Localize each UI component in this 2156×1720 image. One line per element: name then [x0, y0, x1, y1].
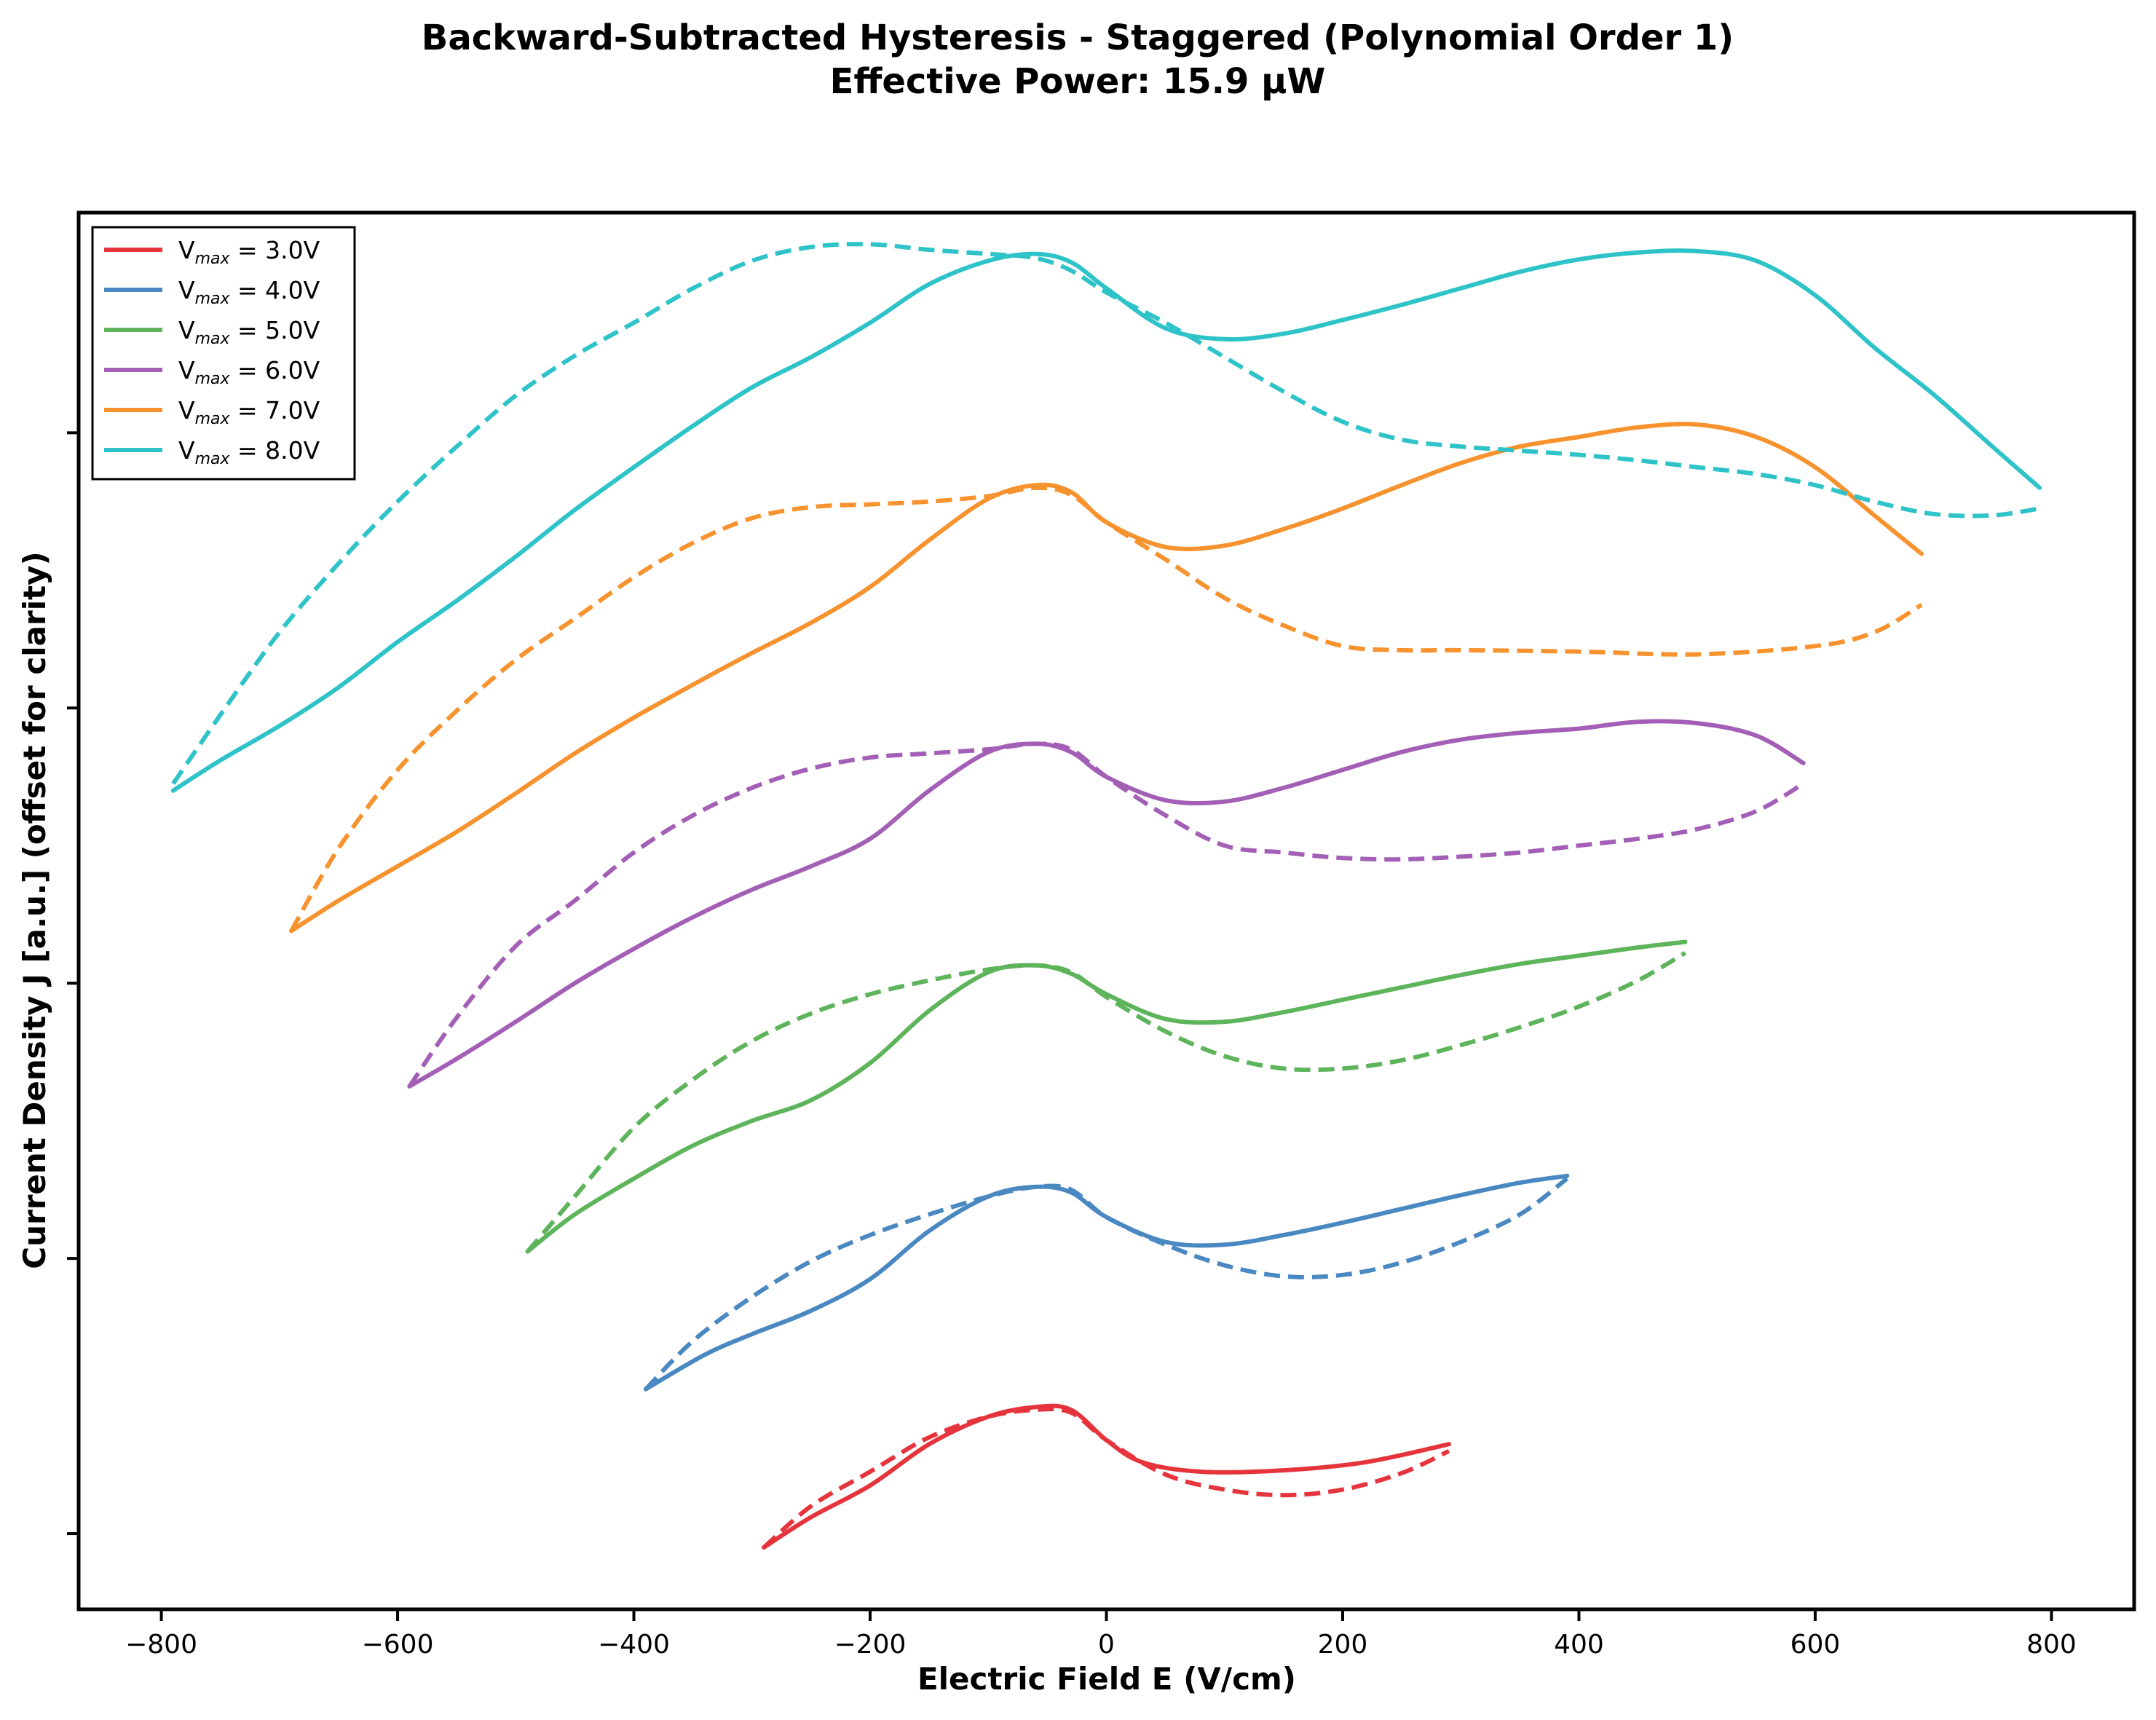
- x-tick-label: −200: [834, 1630, 907, 1660]
- x-tick-label: 0: [1098, 1630, 1115, 1660]
- legend-box: [91, 226, 356, 481]
- x-tick-label: −800: [125, 1630, 197, 1660]
- series-3-forward-line: [525, 939, 1688, 1254]
- x-tick-label: 200: [1318, 1630, 1368, 1660]
- x-tick-label: 400: [1554, 1630, 1604, 1660]
- legend-label: Vmax = 5.0V: [178, 316, 320, 348]
- x-tick-label: −400: [598, 1630, 670, 1660]
- legend-label: Vmax = 6.0V: [178, 356, 320, 388]
- series-5-forward-line: [289, 422, 1924, 934]
- x-axis-label: Electric Field E (V/cm): [917, 1661, 1296, 1697]
- legend-label: Vmax = 3.0V: [178, 236, 320, 268]
- chart-subtitle: Effective Power: 15.9 µW: [830, 61, 1326, 102]
- legend: Vmax = 3.0V Vmax = 4.0V Vmax = 5.0V Vmax = …: [91, 226, 356, 481]
- series-6-backward-line: [171, 242, 2040, 785]
- plot-lines: [170, 242, 2042, 1550]
- series-5-backward-line: [289, 485, 1923, 932]
- series-2-backward-line: [644, 1177, 1569, 1391]
- legend-label: Vmax = 8.0V: [178, 436, 320, 468]
- series-4-forward-line: [407, 719, 1806, 1089]
- y-axis: [67, 431, 79, 1536]
- plot-frame: [76, 210, 2136, 1611]
- x-tick-label: −600: [362, 1630, 434, 1660]
- chart-title: Backward-Subtracted Hysteresis - Stagger…: [422, 17, 1734, 58]
- series-6-forward-line: [170, 248, 2042, 793]
- series-1-forward-line: [762, 1403, 1451, 1550]
- series-4-backward-line: [407, 741, 1805, 1088]
- series-1-backward-line: [762, 1406, 1450, 1550]
- legend-label: Vmax = 7.0V: [178, 396, 320, 428]
- series-2-forward-line: [643, 1173, 1570, 1392]
- series-3-backward-line: [526, 951, 1687, 1253]
- x-axis: −800 −600 −400 −200 0 200 400 600 800: [125, 1609, 2077, 1660]
- x-tick-label: 800: [2026, 1630, 2077, 1660]
- y-axis-label: Current Density J [a.u.] (offset for cla…: [17, 551, 52, 1269]
- x-tick-label: 600: [1790, 1630, 1841, 1660]
- legend-label: Vmax = 4.0V: [178, 276, 320, 308]
